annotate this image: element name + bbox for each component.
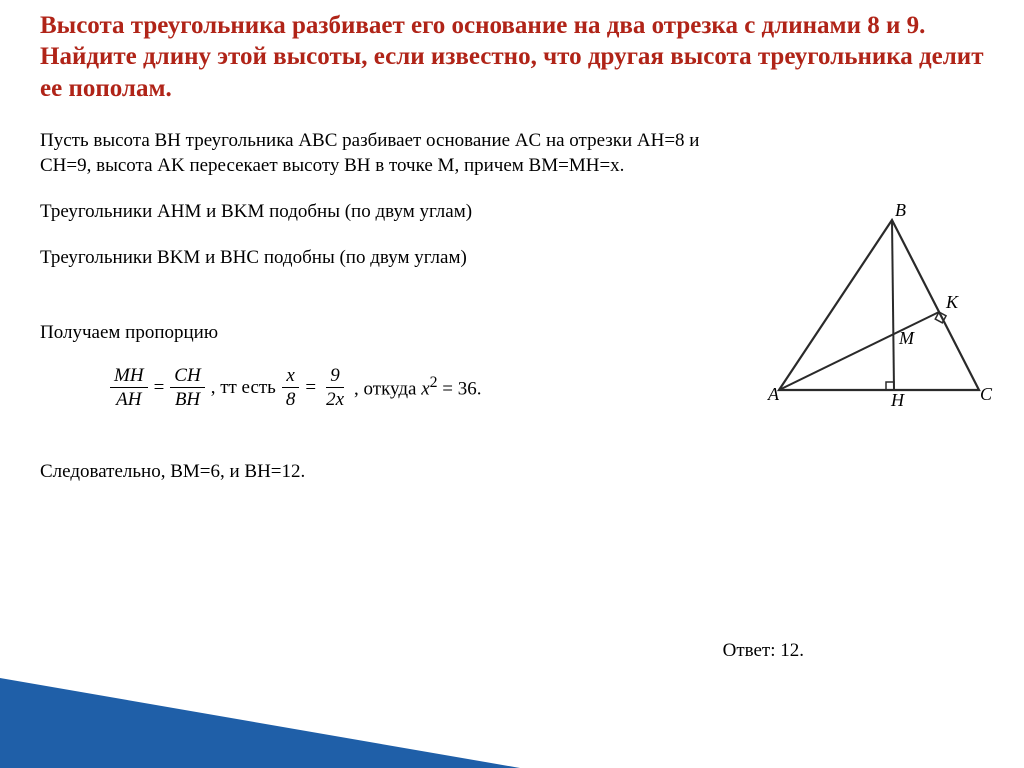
vertex-b-label: B [895, 200, 906, 220]
paragraph-4: Получаем пропорцию [40, 320, 755, 346]
answer-text: Ответ: 12. [723, 640, 804, 662]
paragraph-3: Треугольники BKM и BHC подобны (по двум … [40, 245, 755, 271]
solution-text: Пусть высота BH треугольника ABC разбива… [40, 128, 755, 505]
fraction-mh-ah: MH AH [110, 366, 148, 409]
paragraph-1: Пусть высота BH треугольника ABC разбива… [40, 128, 755, 179]
vertex-a-label: A [767, 384, 780, 404]
fraction-x-8: x 8 [282, 366, 300, 409]
decorative-corner [0, 678, 520, 768]
triangle-diagram: A B C K M H [764, 200, 994, 420]
paragraph-2: Треугольники AHM и BKM подобны (по двум … [40, 199, 755, 225]
fraction-ch-bh: CH BH [170, 366, 204, 409]
problem-title: Высота треугольника разбивает его основа… [40, 10, 984, 104]
vertex-c-label: C [980, 384, 993, 404]
proportion-equation: MH AH = CH BH , тт есть x 8 = 9 2x [110, 366, 755, 409]
point-h-label: H [890, 390, 905, 410]
paragraph-5: Следовательно, BM=6, и BH=12. [40, 459, 755, 485]
point-k-label: K [945, 292, 959, 312]
fraction-9-2x: 9 2x [322, 366, 348, 409]
point-m-label: M [898, 328, 915, 348]
